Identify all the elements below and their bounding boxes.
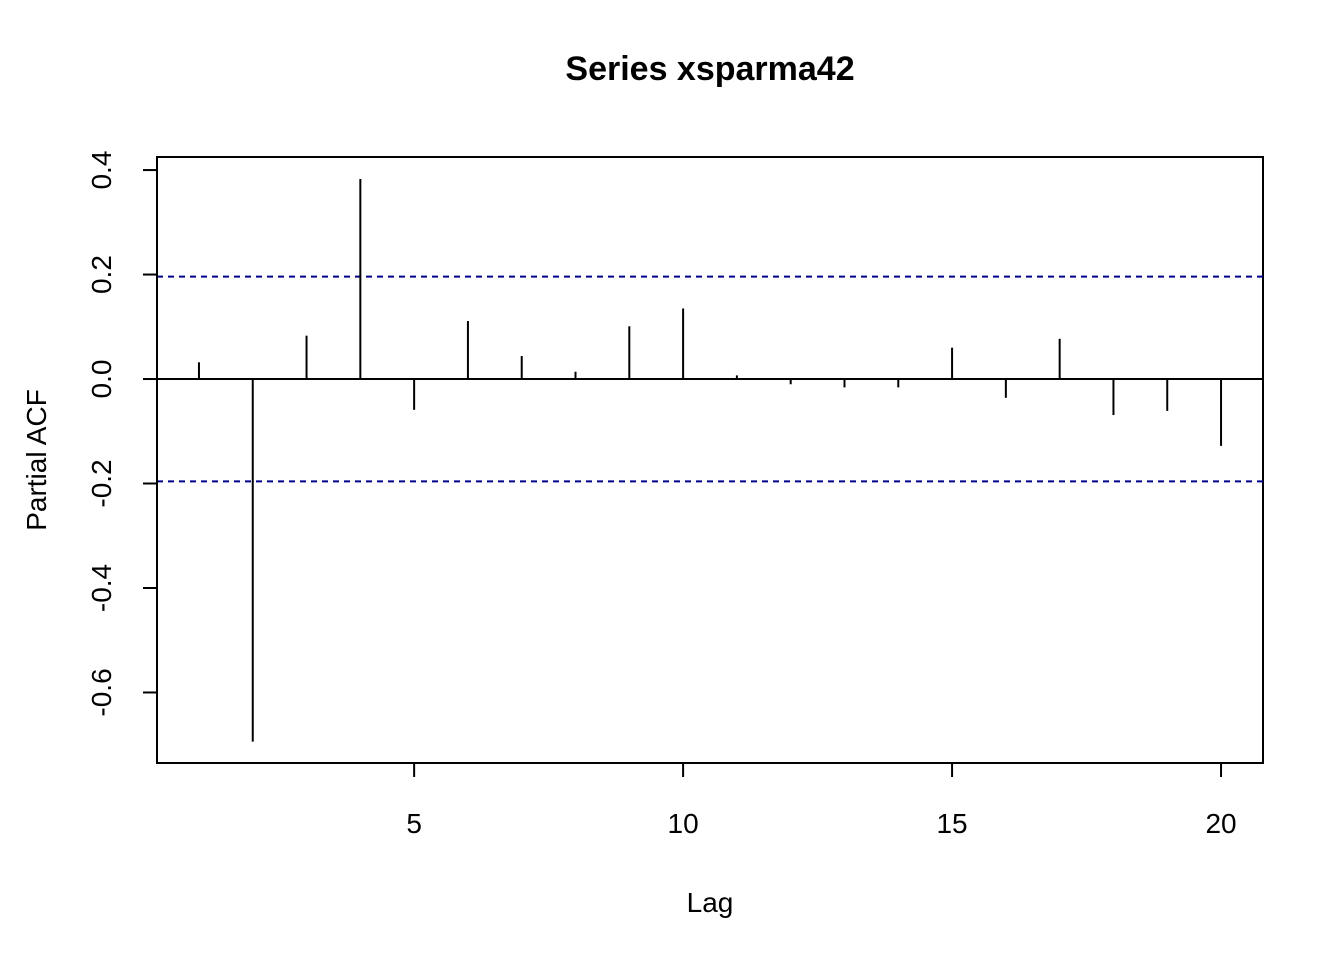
x-axis-label: Lag [687, 887, 734, 918]
x-tick-label: 15 [936, 808, 967, 839]
plot-area: 5 10 15 20 -0.6 -0.4 -0.2 0.0 0.2 0.4 [86, 151, 1264, 839]
y-tick-label: 0.0 [86, 360, 117, 399]
y-tick-label: 0.4 [86, 151, 117, 190]
chart-title: Series xsparma42 [565, 50, 854, 88]
plot-frame [156, 156, 1264, 764]
x-tick-label: 10 [668, 808, 699, 839]
x-tick-label: 5 [406, 808, 422, 839]
y-axis-label: Partial ACF [21, 389, 52, 531]
x-tick-label: 20 [1205, 808, 1236, 839]
y-tick-label: -0.6 [86, 668, 117, 716]
y-tick-label: -0.4 [86, 564, 117, 612]
y-tick-label: 0.2 [86, 255, 117, 294]
y-tick-label: -0.2 [86, 459, 117, 507]
